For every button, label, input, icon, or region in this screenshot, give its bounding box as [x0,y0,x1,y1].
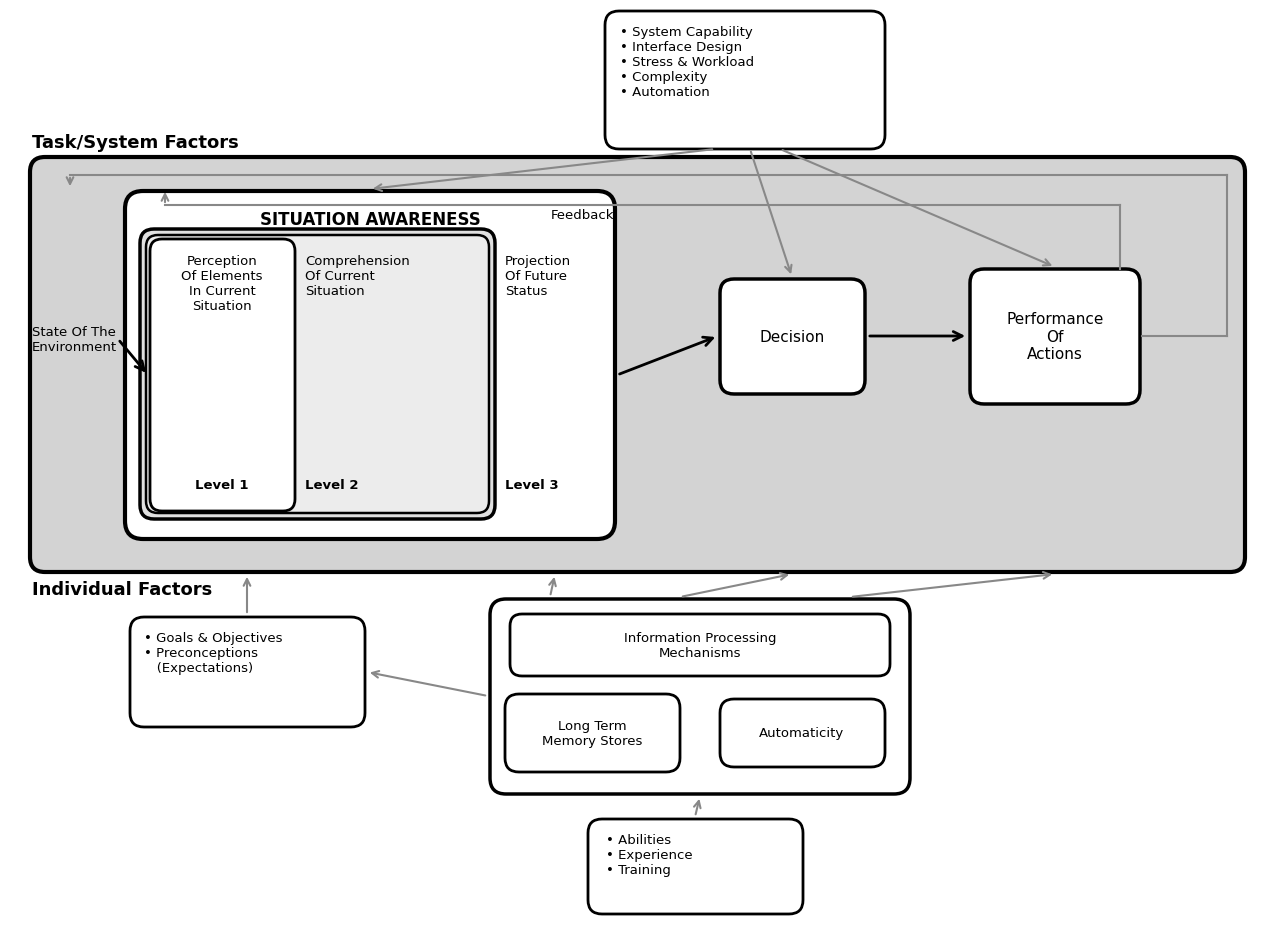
Text: Level 2: Level 2 [305,479,359,492]
FancyBboxPatch shape [720,279,865,394]
Text: Performance
Of
Actions: Performance Of Actions [1006,312,1104,362]
Text: • Abilities
• Experience
• Training: • Abilities • Experience • Training [605,833,693,876]
FancyBboxPatch shape [130,617,365,728]
Text: Comprehension
Of Current
Situation: Comprehension Of Current Situation [305,254,410,298]
Text: Information Processing
Mechanisms: Information Processing Mechanisms [623,631,776,659]
FancyBboxPatch shape [510,614,890,677]
Text: • Goals & Objectives
• Preconceptions
   (Expectations): • Goals & Objectives • Preconceptions (E… [144,631,282,675]
FancyBboxPatch shape [146,236,488,513]
FancyBboxPatch shape [150,239,295,511]
FancyBboxPatch shape [140,230,495,520]
Text: Long Term
Memory Stores: Long Term Memory Stores [542,719,642,747]
FancyBboxPatch shape [125,192,614,539]
FancyBboxPatch shape [971,270,1140,405]
Text: Level 1: Level 1 [195,479,249,492]
FancyBboxPatch shape [605,12,885,149]
Text: Level 3: Level 3 [505,479,558,492]
Text: Feedback: Feedback [551,209,614,222]
FancyBboxPatch shape [31,158,1245,573]
FancyBboxPatch shape [505,694,681,772]
Text: Individual Factors: Individual Factors [32,580,212,599]
FancyBboxPatch shape [490,599,909,794]
FancyBboxPatch shape [588,819,803,914]
Text: Decision: Decision [759,329,824,344]
Text: SITUATION AWARENESS: SITUATION AWARENESS [259,211,481,229]
Text: Task/System Factors: Task/System Factors [32,134,239,152]
FancyBboxPatch shape [720,699,885,767]
Text: State Of The
Environment: State Of The Environment [32,326,117,354]
Text: • System Capability
• Interface Design
• Stress & Workload
• Complexity
• Automa: • System Capability • Interface Design •… [619,26,754,99]
Text: Automaticity: Automaticity [759,727,845,740]
Text: Perception
Of Elements
In Current
Situation: Perception Of Elements In Current Situat… [181,254,263,313]
Text: Projection
Of Future
Status: Projection Of Future Status [505,254,571,298]
